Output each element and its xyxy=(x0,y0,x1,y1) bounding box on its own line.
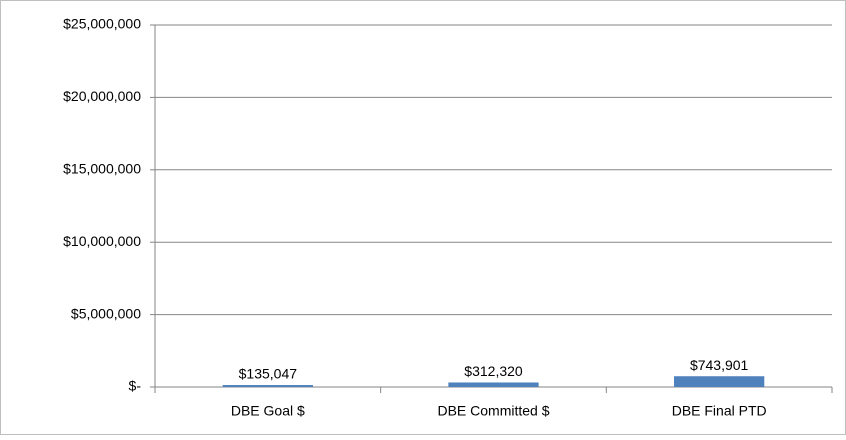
y-tick-label: $15,000,000 xyxy=(63,161,141,177)
y-tick-label: $10,000,000 xyxy=(63,233,141,249)
y-tick-label: $20,000,000 xyxy=(63,88,141,104)
y-tick-label: $25,000,000 xyxy=(63,16,141,32)
x-tick-label: DBE Final PTD xyxy=(672,403,767,419)
bar xyxy=(674,376,765,387)
y-tick-label: $5,000,000 xyxy=(71,305,141,321)
x-tick-label: DBE Goal $ xyxy=(231,403,305,419)
bar xyxy=(448,382,539,387)
x-tick-label: DBE Committed $ xyxy=(437,403,549,419)
value-label: $312,320 xyxy=(464,363,523,379)
bar xyxy=(222,385,313,387)
y-tick-label: $- xyxy=(129,378,142,394)
value-label: $743,901 xyxy=(690,357,749,373)
value-label: $135,047 xyxy=(239,366,298,382)
